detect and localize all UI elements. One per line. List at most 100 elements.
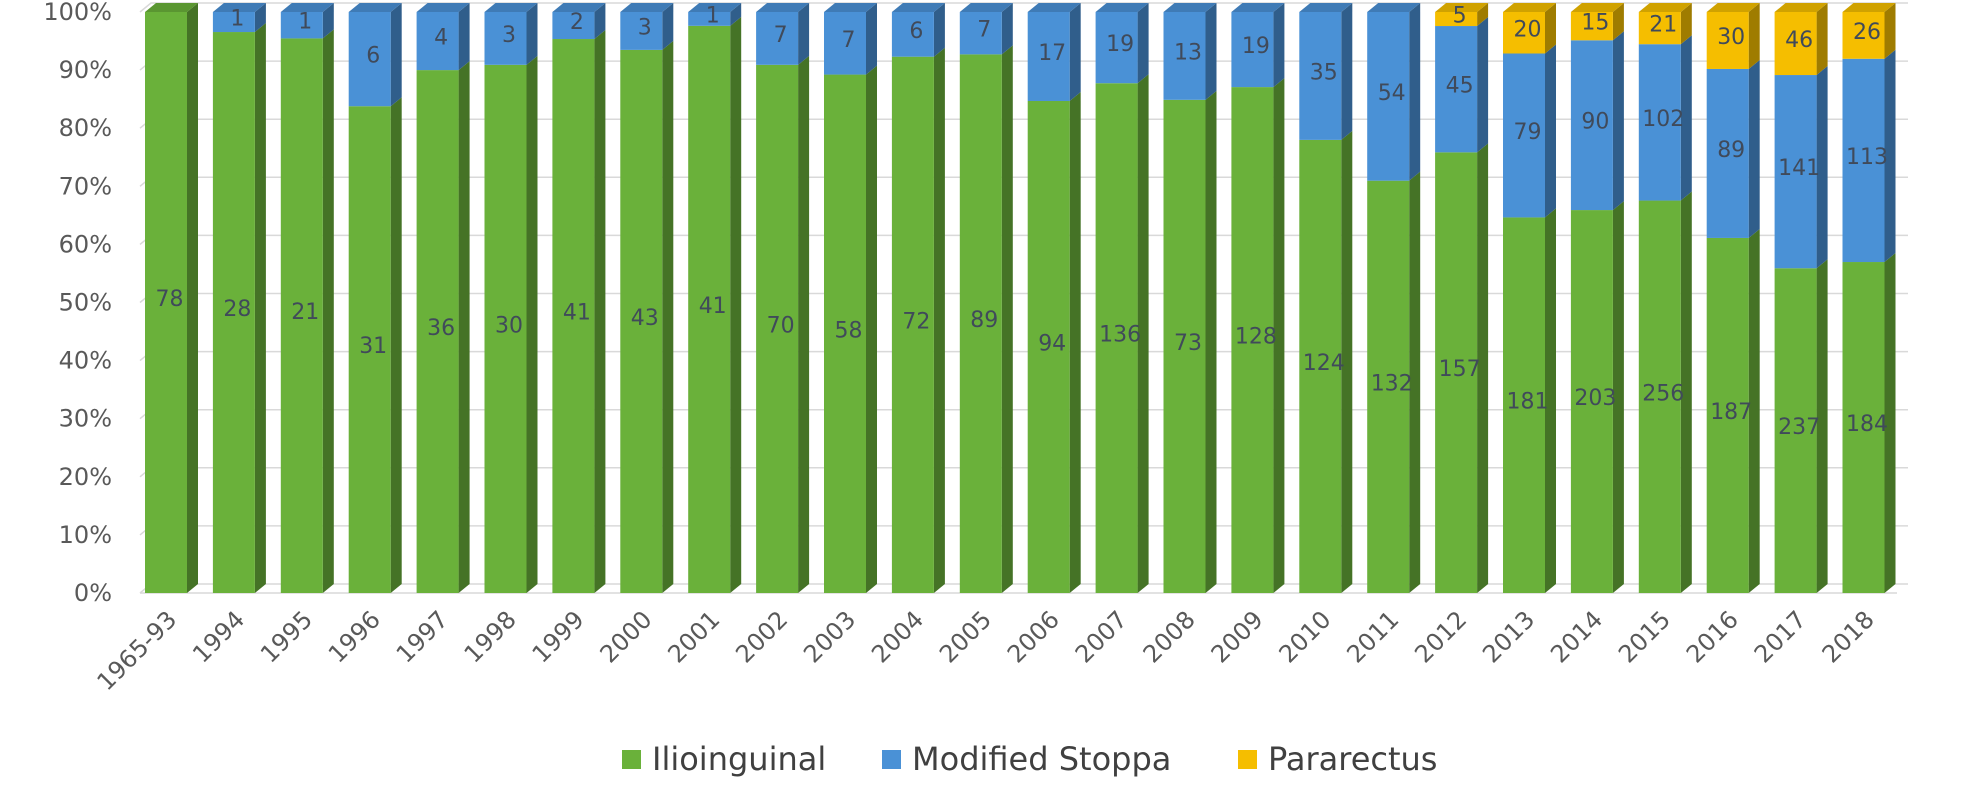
bar-side-ilioinguinal [187, 3, 198, 593]
data-label-modified-stoppa: 102 [1642, 107, 1684, 132]
bar-side-modified-stoppa [662, 3, 674, 50]
legend-swatch [622, 750, 641, 769]
bar-modified-stoppa [1095, 12, 1138, 84]
y-tick-label: 10% [59, 521, 112, 549]
data-label-pararectus: 15 [1581, 11, 1609, 36]
data-label-modified-stoppa: 1 [298, 10, 312, 35]
y-tick-label: 30% [59, 405, 112, 433]
bar-side-modified-stoppa [1137, 3, 1149, 84]
bar-modified-stoppa [1299, 12, 1342, 140]
bar-pararectus [1842, 12, 1885, 59]
bar-top-modified-stoppa [1231, 3, 1285, 12]
bar-pararectus [1638, 12, 1681, 45]
data-label-ilioinguinal: 21 [291, 300, 319, 325]
bar-side-modified-stoppa [322, 3, 334, 39]
bar-side-modified-stoppa [390, 3, 402, 107]
bar-stack-2010: 124 35 [1299, 3, 1353, 594]
bar-side-modified-stoppa [1884, 49, 1896, 263]
bar-pararectus [1503, 12, 1545, 54]
x-tick-label: 2008 [1138, 605, 1201, 668]
x-tick-label: 2017 [1749, 605, 1812, 668]
data-label-modified-stoppa: 3 [502, 23, 516, 48]
bar-side-modified-stoppa [730, 3, 742, 26]
bar-side-modified-stoppa [1205, 3, 1217, 100]
bar-top-modified-stoppa [1027, 3, 1081, 12]
bar-side-ilioinguinal [1409, 171, 1421, 593]
bar-side-pararectus [1680, 3, 1692, 45]
bar-top-modified-stoppa [824, 3, 877, 12]
bar-ilioinguinal [1503, 217, 1545, 594]
bar-ilioinguinal [1095, 83, 1138, 593]
bar-ilioinguinal [1842, 262, 1885, 593]
x-tick-label: 2004 [866, 605, 929, 668]
x-tick-label: 2018 [1817, 605, 1880, 668]
bar-stack-2008: 73 13 [1163, 3, 1217, 593]
bar-stack-2017: 237 141 46 [1774, 3, 1828, 593]
bar-modified-stoppa [552, 12, 595, 40]
x-tick-label: 2000 [595, 605, 658, 668]
data-label-ilioinguinal: 58 [835, 318, 863, 343]
bar-side-pararectus [1748, 3, 1760, 69]
x-tick-label: 1994 [187, 605, 250, 668]
bar-top-modified-stoppa [756, 3, 810, 12]
bar-side-modified-stoppa [1748, 59, 1760, 238]
bar-stack-2007: 136 19 [1095, 3, 1149, 593]
bar-modified-stoppa [1638, 44, 1681, 201]
bar-modified-stoppa [1842, 58, 1885, 263]
bar-modified-stoppa [212, 12, 255, 33]
x-tick-label: 1996 [323, 605, 386, 668]
data-label-ilioinguinal: 28 [223, 297, 251, 322]
bar-side-modified-stoppa [933, 3, 945, 57]
x-tick-label: 2016 [1681, 605, 1744, 668]
data-label-modified-stoppa: 89 [1717, 138, 1745, 163]
bar-side-modified-stoppa [1273, 3, 1285, 88]
bar-modified-stoppa [824, 12, 866, 75]
legend: Ilioinguinal Modified Stoppa Pararectus [622, 740, 1437, 778]
bar-stack-2014: 203 90 15 [1570, 3, 1624, 593]
data-label-ilioinguinal: 78 [156, 287, 184, 312]
data-label-modified-stoppa: 2 [570, 10, 584, 35]
bar-side-modified-stoppa [526, 3, 538, 65]
bar-ilioinguinal [212, 32, 255, 593]
data-label-pararectus: 46 [1785, 28, 1813, 53]
data-label-modified-stoppa: 113 [1846, 145, 1888, 170]
bar-ilioinguinal [1027, 100, 1070, 593]
bar-side-modified-stoppa [1612, 31, 1624, 211]
x-tick-label: 1999 [527, 605, 590, 668]
bar-modified-stoppa [1570, 40, 1613, 211]
bar-ilioinguinal [348, 106, 391, 593]
bar-modified-stoppa [1706, 68, 1749, 238]
legend-label: Ilioinguinal [652, 740, 826, 778]
data-label-ilioinguinal: 184 [1846, 412, 1888, 437]
bar-top-modified-stoppa [1299, 3, 1353, 12]
bar-ilioinguinal [891, 56, 934, 593]
bar-stack-1998: 30 3 [484, 3, 538, 594]
bar-side-ilioinguinal [1205, 90, 1217, 593]
bar-modified-stoppa [1503, 53, 1545, 218]
data-label-modified-stoppa: 1 [230, 7, 244, 32]
data-label-ilioinguinal: 136 [1099, 323, 1141, 348]
legend-item: Pararectus [1238, 740, 1437, 778]
data-label-ilioinguinal: 94 [1038, 331, 1066, 356]
y-tick-label: 90% [59, 56, 112, 84]
bar-modified-stoppa [1163, 12, 1206, 100]
y-tick-label: 20% [59, 463, 112, 491]
bar-side-pararectus [1545, 3, 1556, 54]
bar-top-modified-stoppa [891, 3, 945, 12]
bar-ilioinguinal [280, 38, 323, 593]
bar-stack-1997: 36 4 [416, 3, 470, 594]
bar-side-ilioinguinal [594, 30, 606, 594]
x-tick-label: 1997 [391, 605, 454, 668]
data-label-modified-stoppa: 54 [1378, 81, 1406, 106]
x-tick-label: 1995 [255, 605, 318, 668]
x-tick-label: 2013 [1477, 605, 1540, 668]
y-tick-label: 50% [59, 289, 112, 317]
bar-top-modified-stoppa [212, 3, 266, 12]
bar-top-modified-stoppa [1367, 3, 1421, 12]
x-tick-label: 2014 [1545, 605, 1608, 668]
bar-top-pararectus [1435, 3, 1489, 12]
bar-ilioinguinal [756, 64, 799, 594]
bar-top-pararectus [1503, 3, 1556, 12]
bar-side-modified-stoppa [1069, 3, 1081, 101]
data-label-modified-stoppa: 79 [1514, 120, 1542, 145]
